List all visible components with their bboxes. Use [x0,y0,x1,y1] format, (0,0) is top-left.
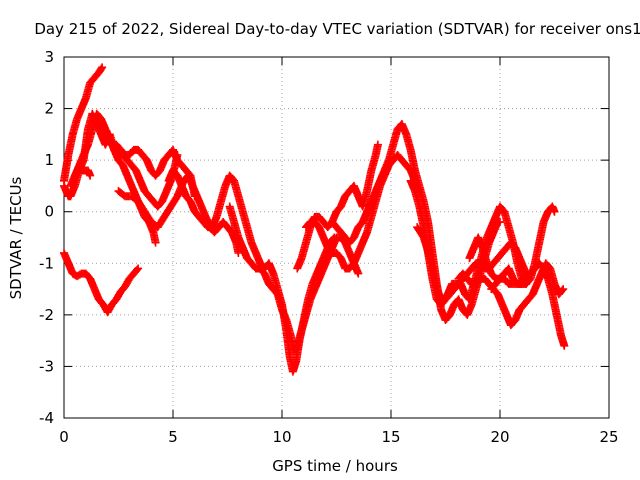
series-arc-11 [328,120,504,325]
data-point [373,140,382,149]
y-axis-ticks: -4 -3 -2 -1 0 1 2 3 [39,48,609,427]
y-tick-label: 0 [44,203,54,221]
data-point [151,238,160,247]
data-point [98,63,107,72]
data-points [60,63,569,376]
y-tick-label: -3 [39,357,54,375]
y-tick-label: 3 [44,48,54,66]
x-tick-label: 20 [490,428,509,446]
data-point [354,269,363,278]
series-arc-16 [487,202,559,294]
y-tick-label: 1 [44,151,54,169]
data-point [97,64,106,73]
series-arc-7 [164,166,339,376]
x-tick-label: 25 [599,428,618,446]
x-axis-ticks: 0 5 10 15 20 25 [59,57,619,446]
y-tick-label: -2 [39,306,54,324]
y-axis-label: SDTVAR / TECUs [7,176,25,299]
x-tick-label: 5 [168,428,178,446]
chart-title: Day 215 of 2022, Sidereal Day-to-day VTE… [34,20,640,38]
x-tick-label: 0 [59,428,69,446]
series-arc-4 [70,166,95,180]
series-arc-3 [66,109,182,211]
data-point [86,171,95,180]
data-point [550,207,559,216]
data-point [559,285,568,294]
series-arc-1 [60,63,107,185]
data-point [558,286,567,295]
y-tick-label: -4 [39,409,54,427]
x-tick-label: 15 [381,428,400,446]
y-tick-label: -1 [39,254,54,272]
data-point [133,265,142,274]
data-point [134,264,143,273]
plot-frame [63,56,610,419]
y-tick-label: 2 [44,100,54,118]
series-arc-17 [60,248,143,317]
data-point [560,341,569,350]
x-tick-label: 10 [272,428,291,446]
x-axis-label: GPS time / hours [272,457,398,475]
